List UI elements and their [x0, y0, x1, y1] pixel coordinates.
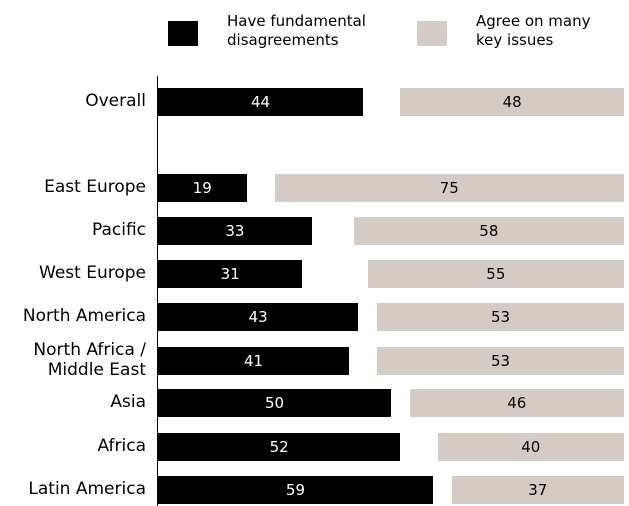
value-label-disagreements-west-europe: 31	[220, 265, 240, 283]
category-label-pacific: Pacific	[91, 220, 146, 240]
value-label-agree-africa: 40	[521, 438, 541, 456]
bar-agree-east-europe	[274, 174, 624, 202]
value-label-agree-asia: 46	[507, 394, 527, 412]
category-label-north-america: North America	[22, 306, 146, 326]
legend-label-disagreements: Have fundamental disagreements	[227, 12, 366, 49]
value-label-disagreements-north-america: 43	[248, 308, 268, 326]
value-label-disagreements-latin-america: 59	[285, 481, 306, 499]
legend-swatch-agree	[417, 21, 447, 46]
value-label-agree-overall: 48	[502, 93, 522, 111]
bar-agree-north-america	[377, 303, 624, 331]
bar-agree-asia	[409, 389, 624, 417]
category-label-africa: Africa	[97, 436, 147, 456]
bar-disagreements-asia	[158, 389, 391, 417]
bar-disagreements-north-africa-middle-east	[158, 347, 350, 375]
bar-agree-north-africa-middle-east	[377, 347, 624, 375]
value-label-agree-north-america: 53	[490, 308, 511, 326]
category-label-east-europe: East Europe	[44, 177, 146, 197]
bar-disagreements-east-europe	[158, 174, 247, 202]
bar-disagreements-north-america	[158, 303, 359, 331]
value-label-agree-west-europe: 55	[486, 265, 506, 283]
bar-disagreements-africa	[158, 433, 401, 461]
bar-disagreements-latin-america	[158, 476, 433, 504]
value-label-agree-latin-america: 37	[528, 481, 548, 499]
legend-swatch-disagreements	[168, 21, 198, 46]
category-label-latin-america: Latin America	[28, 479, 146, 499]
bar-disagreements-pacific	[158, 217, 312, 245]
value-label-disagreements-asia: 50	[264, 394, 285, 412]
bar-disagreements-overall	[158, 88, 364, 116]
legend-label-agree: Agree on many key issues	[476, 12, 591, 49]
category-label-west-europe: West Europe	[39, 263, 146, 283]
category-label-north-africa-middle-east: North Africa / Middle East	[33, 340, 146, 380]
value-label-disagreements-overall: 44	[250, 93, 271, 111]
bar-disagreements-west-europe	[158, 260, 303, 288]
bar-agree-pacific	[353, 217, 624, 245]
bar-agree-overall	[400, 88, 624, 116]
bar-agree-west-europe	[367, 260, 624, 288]
category-axis-line	[157, 76, 158, 506]
value-label-disagreements-north-africa-middle-east: 41	[243, 352, 264, 370]
category-label-overall: Overall	[85, 91, 146, 111]
value-label-disagreements-east-europe: 19	[192, 179, 212, 197]
value-label-disagreements-africa: 52	[269, 438, 289, 456]
value-label-disagreements-pacific: 33	[225, 222, 245, 240]
category-label-asia: Asia	[110, 392, 146, 412]
value-label-agree-pacific: 58	[479, 222, 499, 240]
value-label-agree-east-europe: 75	[439, 179, 459, 197]
bar-agree-africa	[437, 433, 624, 461]
bar-agree-latin-america	[451, 476, 624, 504]
value-label-agree-north-africa-middle-east: 53	[490, 352, 511, 370]
